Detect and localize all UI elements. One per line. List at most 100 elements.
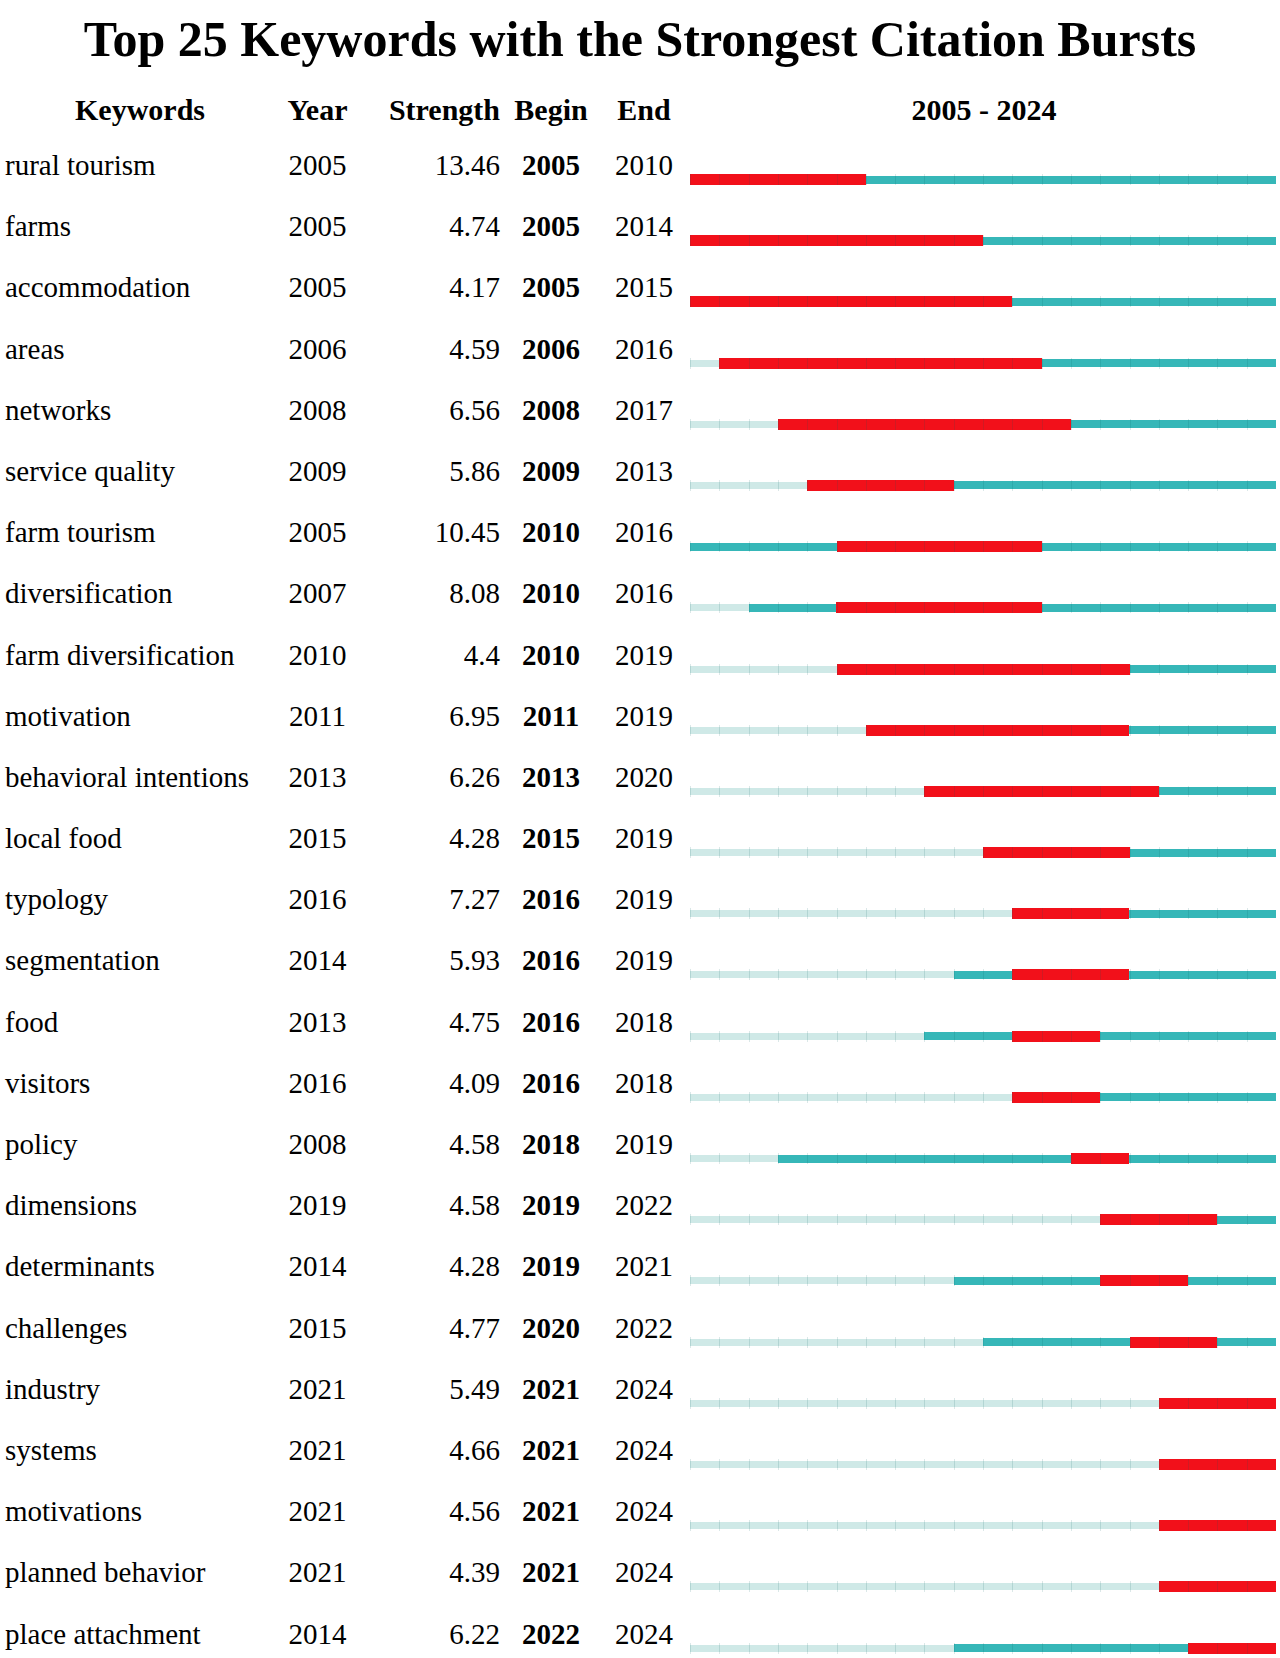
burst-timeline-bar [690, 541, 1276, 552]
strength-cell: 4.66 [355, 1420, 502, 1481]
timeline-segment-before-appearance [690, 849, 983, 856]
begin-cell: 2015 [502, 808, 600, 869]
timeline-cell [688, 319, 1280, 380]
timeline-segment-post-burst [1129, 1155, 1276, 1163]
timeline-segment-post-burst [1129, 726, 1276, 734]
strength-cell: 7.27 [355, 869, 502, 930]
begin-cell: 2021 [502, 1359, 600, 1420]
timeline-cell [688, 380, 1280, 441]
table-row: determinants20144.2820192021 [0, 1236, 1280, 1297]
header-keywords: Keywords [0, 90, 280, 130]
table-row: place attachment20146.2220222024 [0, 1604, 1280, 1658]
timeline-segment-burst [1188, 1643, 1276, 1654]
timeline-segment-before-appearance [690, 971, 954, 978]
begin-cell: 2016 [502, 992, 600, 1053]
timeline-segment-post-burst [1042, 359, 1276, 367]
end-cell: 2013 [600, 441, 688, 502]
table-row: accommodation20054.1720052015 [0, 257, 1280, 318]
year-cell: 2013 [280, 992, 355, 1053]
table-row: networks20086.5620082017 [0, 380, 1280, 441]
timeline-cell [688, 1298, 1280, 1359]
timeline-segment-post-burst [1071, 420, 1276, 428]
end-cell: 2010 [600, 135, 688, 196]
timeline-cell [688, 1359, 1280, 1420]
year-cell: 2010 [280, 625, 355, 686]
timeline-segment-post-burst [1217, 1338, 1276, 1346]
keyword-cell: farm tourism [0, 502, 280, 563]
timeline-segment-pre-burst [954, 1277, 1101, 1285]
end-cell: 2024 [600, 1542, 688, 1603]
year-cell: 2021 [280, 1420, 355, 1481]
timeline-segment-burst [866, 725, 1130, 736]
end-cell: 2016 [600, 319, 688, 380]
table-row: behavioral intentions20136.2620132020 [0, 747, 1280, 808]
strength-cell: 4.58 [355, 1175, 502, 1236]
timeline-segment-post-burst [1129, 910, 1276, 918]
begin-cell: 2005 [502, 135, 600, 196]
timeline-segment-pre-burst [924, 1032, 1012, 1040]
timeline-cell [688, 625, 1280, 686]
burst-timeline-bar [690, 1275, 1276, 1286]
end-cell: 2019 [600, 869, 688, 930]
timeline-cell [688, 1175, 1280, 1236]
year-cell: 2005 [280, 196, 355, 257]
strength-cell: 4.59 [355, 319, 502, 380]
timeline-cell [688, 1420, 1280, 1481]
timeline-cell [688, 992, 1280, 1053]
timeline-segment-burst [1159, 1581, 1276, 1592]
strength-cell: 4.75 [355, 992, 502, 1053]
timeline-segment-burst [1012, 1031, 1100, 1042]
page-title: Top 25 Keywords with the Strongest Citat… [0, 0, 1280, 68]
strength-cell: 6.26 [355, 747, 502, 808]
timeline-segment-burst [807, 480, 954, 491]
begin-cell: 2011 [502, 686, 600, 747]
timeline-segment-pre-burst [983, 1338, 1130, 1346]
timeline-segment-post-burst [1042, 543, 1276, 551]
timeline-cell [688, 135, 1280, 196]
strength-cell: 4.4 [355, 625, 502, 686]
timeline-cell [688, 1604, 1280, 1658]
begin-cell: 2005 [502, 257, 600, 318]
year-cell: 2008 [280, 1114, 355, 1175]
begin-cell: 2016 [502, 930, 600, 991]
burst-timeline-bar [690, 725, 1276, 736]
timeline-segment-burst [1012, 1092, 1100, 1103]
timeline-segment-before-appearance [690, 1583, 1159, 1590]
end-cell: 2021 [600, 1236, 688, 1297]
year-cell: 2016 [280, 1053, 355, 1114]
end-cell: 2024 [600, 1420, 688, 1481]
burst-timeline-bar [690, 1520, 1276, 1531]
begin-cell: 2022 [502, 1604, 600, 1658]
table-row: motivations20214.5620212024 [0, 1481, 1280, 1542]
burst-timeline-bar [690, 1031, 1276, 1042]
table-row: service quality20095.8620092013 [0, 441, 1280, 502]
strength-cell: 4.39 [355, 1542, 502, 1603]
timeline-segment-before-appearance [690, 1216, 1100, 1223]
burst-timeline-bar [690, 1643, 1276, 1654]
keyword-cell: systems [0, 1420, 280, 1481]
begin-cell: 2020 [502, 1298, 600, 1359]
timeline-segment-post-burst [1100, 1093, 1276, 1101]
strength-cell: 4.56 [355, 1481, 502, 1542]
end-cell: 2019 [600, 808, 688, 869]
year-cell: 2005 [280, 257, 355, 318]
keyword-cell: rural tourism [0, 135, 280, 196]
column-header-row: Keywords Year Strength Begin End 2005 - … [0, 90, 1280, 130]
timeline-segment-before-appearance [690, 1339, 983, 1346]
burst-timeline-bar [690, 1092, 1276, 1103]
keyword-cell: farms [0, 196, 280, 257]
begin-cell: 2010 [502, 625, 600, 686]
year-cell: 2005 [280, 135, 355, 196]
begin-cell: 2009 [502, 441, 600, 502]
keyword-cell: policy [0, 1114, 280, 1175]
timeline-segment-pre-burst [954, 971, 1013, 979]
strength-cell: 4.17 [355, 257, 502, 318]
burst-timeline-bar [690, 786, 1276, 797]
timeline-segment-burst [1159, 1520, 1276, 1531]
keyword-cell: farm diversification [0, 625, 280, 686]
strength-cell: 5.93 [355, 930, 502, 991]
keyword-cell: food [0, 992, 280, 1053]
table-row: visitors20164.0920162018 [0, 1053, 1280, 1114]
timeline-segment-post-burst [1100, 1032, 1276, 1040]
header-strength: Strength [355, 90, 502, 130]
